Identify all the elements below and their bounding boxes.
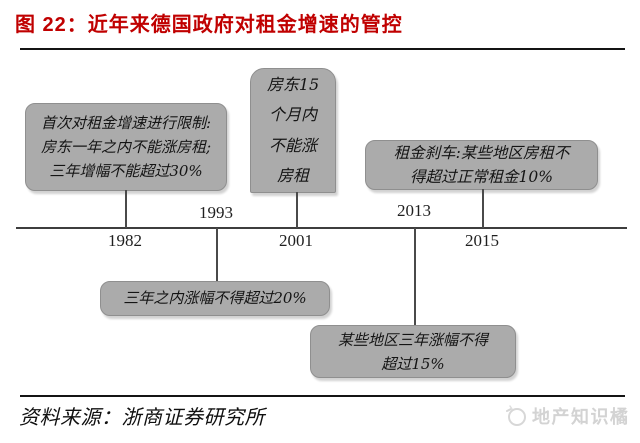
watermark: 地产知识橘 (504, 403, 630, 429)
year-label-1993: 1993 (199, 203, 233, 222)
connector-2013 (414, 228, 416, 325)
event-box-2001: 房东15 个月内 不能涨 房租 (250, 68, 336, 193)
source-note: 资料来源：浙商证券研究所 (19, 405, 265, 429)
event-box-1982: 首次对租金增速进行限制: 房东一年之内不能涨房租; 三年增幅不能超过30% (25, 103, 227, 191)
watermark-logo-icon (506, 405, 526, 426)
connector-1993 (216, 228, 218, 281)
connector-2015 (482, 189, 484, 228)
year-label-2001: 2001 (279, 231, 313, 250)
connector-1982 (125, 190, 127, 228)
year-label-2015: 2015 (465, 231, 499, 250)
year-label-2013: 2013 (397, 201, 431, 220)
footer-divider (20, 395, 625, 397)
title-divider (20, 48, 625, 50)
event-box-2015: 租金刹车:某些地区房租不 得超过正常租金10% (365, 140, 598, 190)
event-box-1993: 三年之内涨幅不得超过20% (100, 281, 330, 316)
event-box-2013: 某些地区三年涨幅不得 超过15% (310, 325, 516, 378)
figure-title: 图 22：近年来德国政府对租金增速的管控 (15, 14, 403, 36)
watermark-text: 地产知识橘 (532, 407, 630, 427)
timeline-axis (16, 227, 627, 229)
year-label-1982: 1982 (108, 231, 142, 250)
connector-2001 (296, 192, 298, 228)
